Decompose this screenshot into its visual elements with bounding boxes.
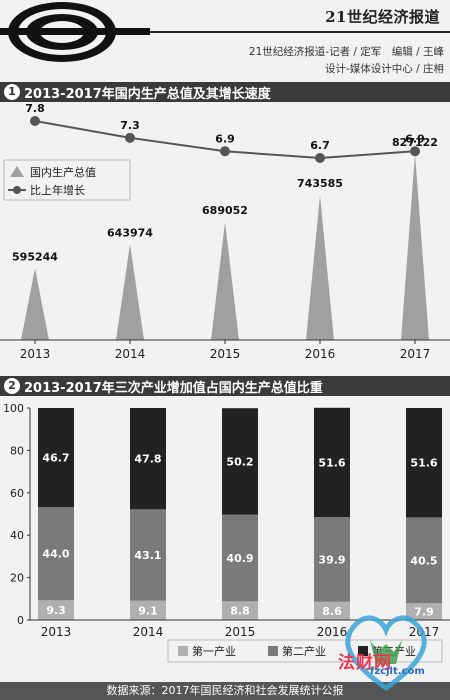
- legend-swatch: [268, 646, 278, 656]
- segment-value-label: 51.6: [318, 456, 345, 469]
- legend-label-gdp: 国内生产总值: [30, 165, 96, 179]
- stacked-bar-segment: [406, 603, 442, 620]
- stacked-bar-segment: [222, 601, 258, 620]
- x-tick-label: 2015: [210, 347, 241, 361]
- segment-value-label: 39.9: [318, 553, 345, 566]
- credits-line-1: 21世纪经济报道-记者 / 定军 编辑 / 王峰: [248, 46, 444, 58]
- watermark-text: 法财网: [338, 653, 392, 673]
- watermark-logo-icon: [345, 615, 427, 692]
- legend-point-icon: [13, 186, 21, 194]
- gdp-value-label: 643974: [107, 226, 153, 239]
- y-tick-label: 80: [10, 444, 24, 457]
- stacked-bar-segment: [130, 600, 166, 620]
- legend-box: [3, 159, 131, 201]
- growth-point: [315, 153, 325, 163]
- credits-line-2: 设计-媒体设计中心 / 庄枏: [324, 63, 444, 75]
- growth-value-label: 6.7: [310, 139, 330, 152]
- y-tick-label: 20: [10, 572, 24, 585]
- gdp-triangle: [21, 268, 49, 340]
- stacked-bar-segment: [38, 600, 74, 620]
- x-tick-label: 2013: [20, 347, 51, 361]
- section-2-header: 2 2013-2017年三次产业增加值占国内生产总值比重: [0, 376, 450, 396]
- x-tick-label: 2017: [400, 347, 431, 361]
- y-tick-label: 40: [10, 529, 24, 542]
- segment-value-label: 9.1: [138, 604, 158, 617]
- gdp-value-label: 743585: [297, 177, 343, 190]
- gdp-triangle: [401, 154, 429, 340]
- growth-point: [125, 132, 135, 143]
- stacked-bar-segment: [314, 407, 350, 518]
- segment-value-label: 9.3: [46, 604, 66, 617]
- legend-triangle-icon: [10, 166, 24, 177]
- stacked-bar-segment: [130, 509, 166, 601]
- growth-value-label: 6.9: [405, 132, 425, 145]
- growth-value-label: 7.8: [25, 104, 45, 115]
- y-tick-label: 0: [17, 614, 24, 627]
- masthead: 21世纪经济报道: [0, 0, 450, 62]
- x-tick-label: 2016: [317, 625, 348, 639]
- gdp-value-label: 595244: [12, 250, 58, 263]
- credits: 21世纪经济报道-记者 / 定军 编辑 / 王峰 设计-媒体设计中心 / 庄枏: [249, 44, 444, 78]
- growth-point: [410, 146, 420, 157]
- stacked-bar-segment: [222, 408, 258, 515]
- data-source: 数据来源：2017年国民经济和社会发展统计公报: [0, 682, 450, 700]
- section-1-title: 2013-2017年国内生产总值及其增长速度: [24, 87, 271, 102]
- segment-value-label: 40.9: [226, 552, 253, 565]
- legend-label-growth: 比上年增长: [30, 183, 85, 197]
- growth-point: [30, 116, 40, 126]
- legend-swatch: [358, 646, 368, 656]
- legend-label: 第二产业: [282, 644, 326, 658]
- x-tick-label: 2014: [133, 625, 164, 639]
- brand-name: 21世纪经济报道: [325, 8, 440, 26]
- section-2-number: 2: [4, 378, 20, 394]
- gdp-value-label: 827122: [392, 136, 438, 149]
- growth-value-label: 7.3: [120, 119, 140, 132]
- gdp-growth-chart: 595244 643974 689052 743585 827122 2013 2014 20…: [0, 104, 450, 361]
- stacked-bar-segment: [314, 517, 350, 602]
- x-tick-label: 2016: [305, 347, 336, 361]
- stacked-bar-segment: [314, 601, 350, 620]
- legend-label: 第一产业: [192, 644, 236, 658]
- gdp-triangle: [211, 222, 239, 340]
- growth-point: [220, 146, 230, 157]
- y-tick-label: 60: [10, 487, 24, 500]
- stacked-bar-segment: [38, 408, 74, 508]
- y-tick-label: 100: [3, 402, 24, 415]
- segment-value-label: 8.8: [230, 605, 250, 618]
- segment-value-label: 40.5: [410, 554, 437, 567]
- header-rule: [150, 31, 450, 33]
- stacked-bar-segment: [130, 408, 166, 510]
- growth-value-label: 6.9: [215, 132, 235, 145]
- segment-value-label: 44.0: [42, 548, 69, 561]
- stacked-bar-segment: [222, 514, 258, 602]
- section-2-title: 2013-2017年三次产业增加值占国内生产总值比重: [24, 381, 323, 396]
- gdp-triangle: [116, 244, 144, 340]
- section-1-number: 1: [4, 84, 20, 100]
- segment-value-label: 46.7: [42, 452, 69, 465]
- segment-value-label: 50.2: [226, 455, 253, 468]
- stacked-bar-segment: [38, 507, 74, 601]
- watermark-url: fzcjlt.com: [370, 666, 425, 677]
- stacked-bar-segment: [406, 517, 442, 604]
- newspaper-logo-icon: [0, 2, 150, 62]
- stacked-bar-segment: [406, 408, 442, 518]
- segment-value-label: 47.8: [134, 453, 161, 466]
- x-tick-label: 2014: [115, 347, 146, 361]
- section-1-header: 1 2013-2017年国内生产总值及其增长速度: [0, 82, 450, 102]
- gdp-value-label: 689052: [202, 204, 248, 217]
- x-tick-label: 2013: [41, 625, 72, 639]
- gdp-triangle: [306, 195, 334, 340]
- segment-value-label: 43.1: [134, 549, 161, 562]
- x-tick-label: 2015: [225, 625, 256, 639]
- segment-value-label: 51.6: [410, 457, 437, 470]
- segment-value-label: 8.6: [322, 605, 342, 618]
- legend-swatch: [178, 646, 188, 656]
- segment-value-label: 7.9: [414, 606, 434, 619]
